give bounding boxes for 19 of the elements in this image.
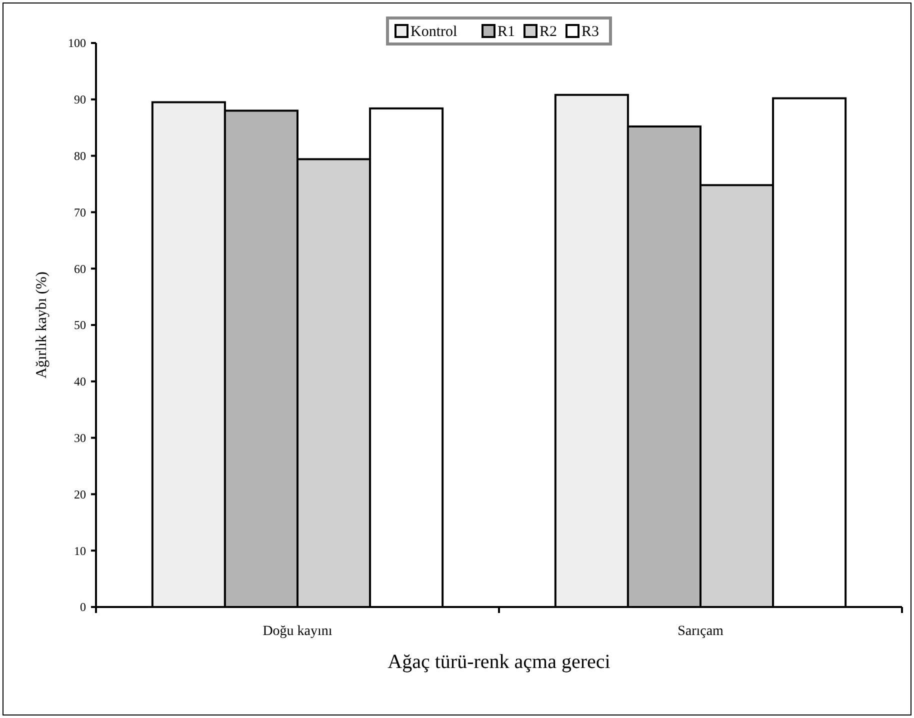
y-axis-title: Ağırlık kaybı (%) (34, 272, 50, 378)
legend-label: R2 (540, 24, 558, 40)
y-tick-label: 80 (74, 149, 86, 163)
y-tick-label: 70 (74, 205, 86, 220)
legend-label: R3 (582, 24, 600, 40)
x-tick-label: Sarıçam (678, 624, 724, 639)
legend-label: Kontrol (410, 24, 458, 40)
x-axis-title: Ağaç türü-renk açma gereci (388, 651, 611, 673)
x-tick-label: Doğu kayını (262, 624, 332, 639)
y-tick-label: 50 (74, 318, 86, 332)
y-tick-label: 100 (68, 36, 86, 50)
y-tick-label: 30 (74, 431, 86, 445)
legend-label: R1 (498, 24, 516, 40)
y-tick-label: 90 (74, 92, 86, 107)
y-tick-label: 40 (74, 374, 86, 389)
y-tick-label: 0 (80, 600, 86, 614)
y-tick-label: 60 (74, 262, 86, 276)
y-tick-label: 10 (74, 544, 86, 558)
y-tick-label: 20 (74, 487, 86, 502)
